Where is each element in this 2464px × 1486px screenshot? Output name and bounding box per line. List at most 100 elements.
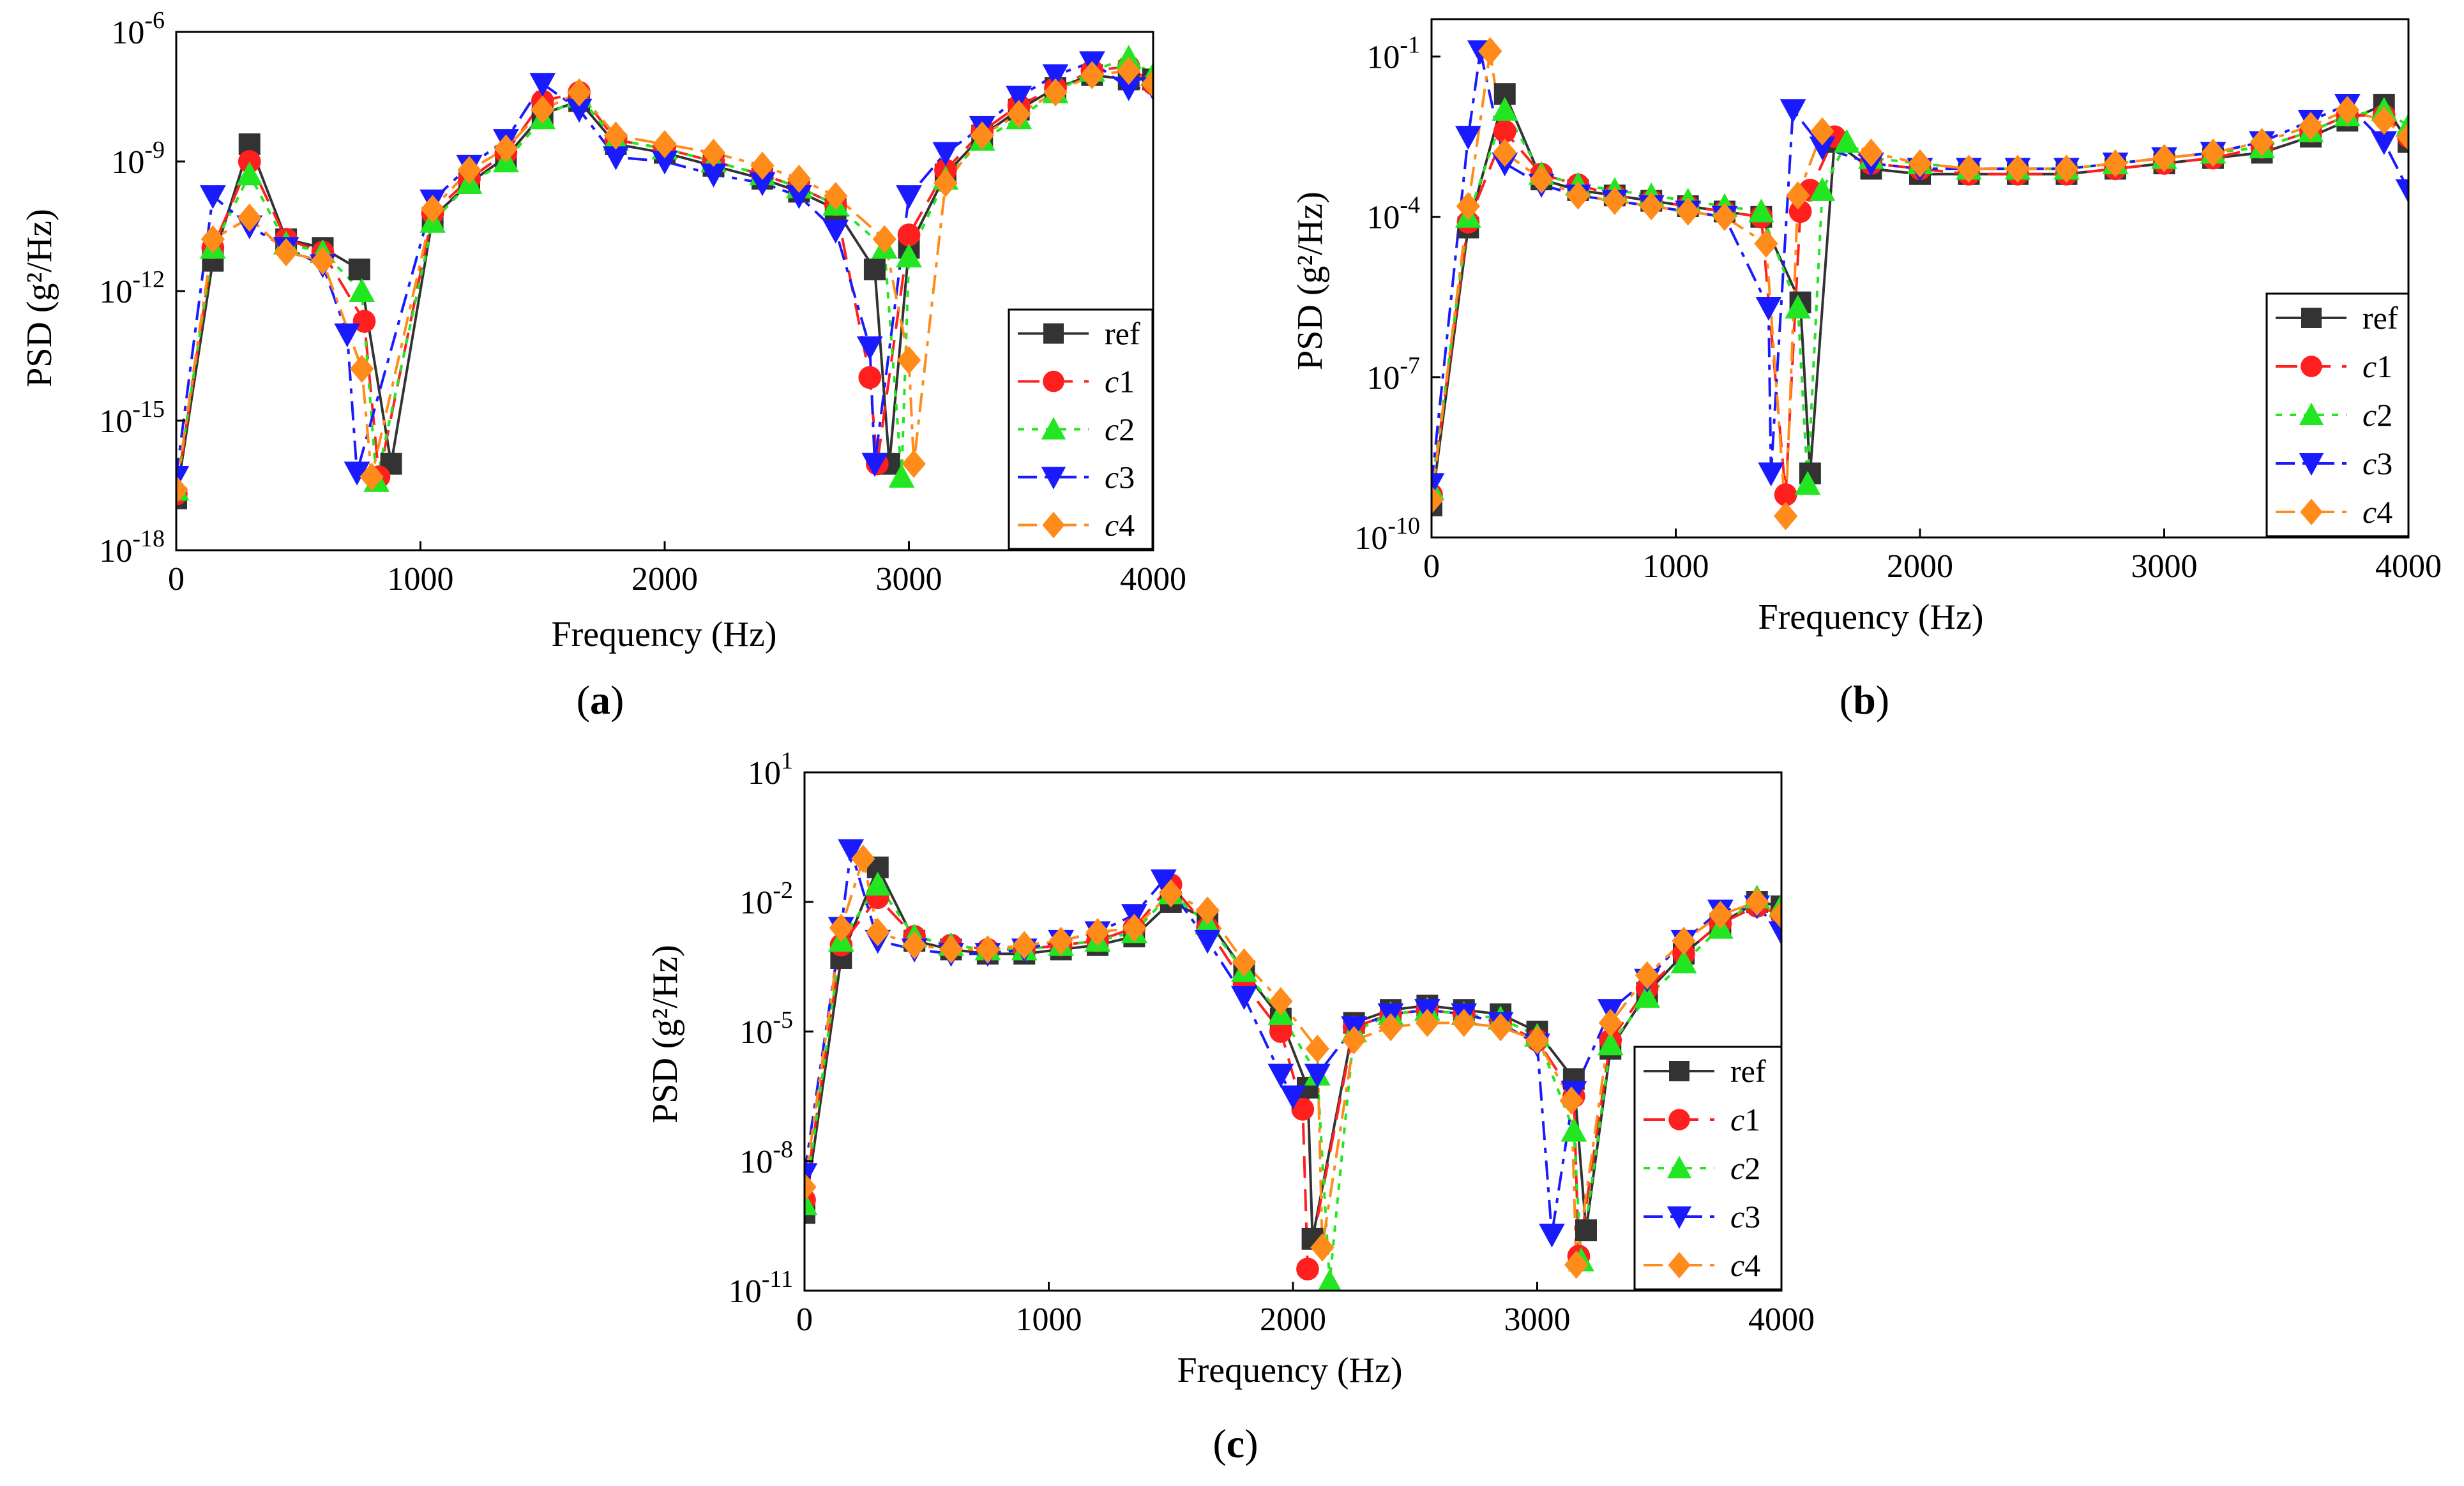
- data-point-c4: [1635, 961, 1659, 990]
- legend-label: c4: [2362, 494, 2392, 530]
- data-point-c3: [1432, 473, 1445, 497]
- panel-label-letter: b: [1853, 677, 1876, 723]
- panel-label-close: ): [610, 677, 624, 723]
- data-point-c4: [1566, 181, 1591, 210]
- data-point-c4: [200, 225, 225, 253]
- data-point-c4: [1379, 1013, 1403, 1042]
- series-line-ref: [176, 73, 1153, 499]
- data-point-c4: [1672, 926, 1696, 955]
- panel-label-letter: c: [1227, 1421, 1244, 1466]
- data-point-c3: [2395, 179, 2408, 204]
- legend-label: ref: [1730, 1053, 1766, 1089]
- x-tick-label: 4000: [1120, 561, 1186, 597]
- panel-label: (c): [1213, 1421, 1258, 1466]
- plot-area: [805, 839, 1781, 1291]
- data-point-c3: [1539, 1224, 1565, 1248]
- data-point-c2: [1317, 1269, 1342, 1291]
- data-point-c4: [1712, 202, 1737, 231]
- data-point-c3: [932, 142, 959, 166]
- data-point-c1: [1493, 119, 1516, 143]
- data-point-c4: [274, 238, 298, 267]
- data-point-c4: [2372, 106, 2396, 135]
- data-point-c4: [2006, 154, 2030, 183]
- data-point-c3: [1809, 136, 1836, 161]
- x-tick-label: 2000: [1260, 1302, 1326, 1338]
- data-point-c3: [785, 185, 812, 209]
- legend-marker-c3: [1041, 467, 1066, 490]
- y-tick-label: 10-7: [1366, 352, 1420, 396]
- data-point-c3: [1758, 462, 1785, 486]
- y-tick-label: 10-18: [99, 525, 165, 569]
- data-point-c4: [1559, 1086, 1583, 1115]
- x-tick-label: 0: [796, 1302, 813, 1338]
- data-point-c4: [238, 203, 262, 232]
- data-point-c2: [1809, 177, 1836, 201]
- data-point-c3: [2371, 131, 2398, 155]
- data-point-c4: [1639, 191, 1663, 221]
- data-point-c4: [866, 918, 890, 947]
- series-line-c3: [1432, 50, 2408, 484]
- data-point-c2: [865, 871, 891, 896]
- data-point-c3: [1755, 297, 1782, 321]
- data-point-c3: [1267, 1063, 1294, 1088]
- legend-label: ref: [2362, 300, 2398, 336]
- series-line-c2: [176, 56, 1153, 490]
- legend-marker-c1: [1668, 1109, 1690, 1130]
- plot-area: [176, 45, 1153, 509]
- data-point-c4: [1908, 149, 1932, 178]
- data-point-c4: [824, 182, 848, 211]
- legend-label: c2: [1730, 1150, 1760, 1186]
- panel-label: (b): [1840, 677, 1889, 723]
- data-point-c3: [822, 220, 849, 244]
- y-axis-label: PSD (g²/Hz): [1290, 191, 1330, 370]
- data-point-c4: [1048, 926, 1073, 955]
- data-point-c1: [858, 366, 882, 389]
- data-point-c4: [902, 931, 926, 959]
- panel-label: (a): [577, 677, 624, 723]
- data-point-c4: [457, 156, 481, 184]
- y-tick-label: 10-2: [739, 877, 793, 921]
- data-point-c4: [567, 78, 591, 107]
- data-point-c4: [1195, 896, 1220, 925]
- legend-marker-c2: [1667, 1155, 1692, 1178]
- data-point-c4: [2249, 128, 2274, 156]
- data-point-c4: [1478, 37, 1502, 66]
- data-point-c4: [531, 95, 555, 124]
- x-tick-label: 4000: [2375, 548, 2442, 585]
- data-point-c2: [1794, 470, 1821, 495]
- data-point-c4: [1232, 948, 1257, 977]
- legend-marker-c3: [2299, 453, 2324, 476]
- y-tick-label: 10-10: [1354, 513, 1420, 557]
- data-point-c4: [1810, 117, 1834, 146]
- data-point-c4: [1493, 139, 1517, 167]
- data-point-c4: [1452, 1009, 1476, 1037]
- legend-label: c4: [1105, 507, 1135, 543]
- data-point-c4: [1675, 197, 1700, 226]
- data-point-c4: [1080, 61, 1105, 89]
- data-point-c2: [1670, 949, 1697, 973]
- data-point-c3: [334, 323, 361, 348]
- data-point-ref: [863, 259, 886, 281]
- data-point-c2: [1785, 294, 1811, 319]
- x-tick-label: 1000: [1643, 548, 1709, 585]
- x-tick-label: 3000: [876, 561, 942, 597]
- legend: ref c1 c2 c3 c4: [1008, 308, 1154, 550]
- data-point-c3: [1780, 99, 1806, 123]
- y-axis-label: PSD (g²/Hz): [20, 209, 59, 387]
- x-tick-label: 2000: [631, 561, 698, 597]
- data-point-c4: [1159, 879, 1183, 908]
- data-point-c4: [1956, 154, 1981, 183]
- legend-marker-c4: [1042, 511, 1065, 539]
- y-tick-label: 10-11: [729, 1266, 793, 1310]
- data-point-c4: [2299, 112, 2323, 140]
- y-tick-label: 10-12: [99, 266, 165, 310]
- data-point-c4: [2396, 123, 2408, 151]
- data-point-c4: [350, 354, 374, 383]
- legend-label: c2: [1105, 412, 1135, 447]
- data-point-c1: [897, 223, 921, 246]
- data-point-c4: [494, 134, 518, 163]
- data-point-c4: [1456, 191, 1481, 221]
- data-point-c3: [603, 146, 629, 170]
- data-point-c4: [1122, 913, 1147, 942]
